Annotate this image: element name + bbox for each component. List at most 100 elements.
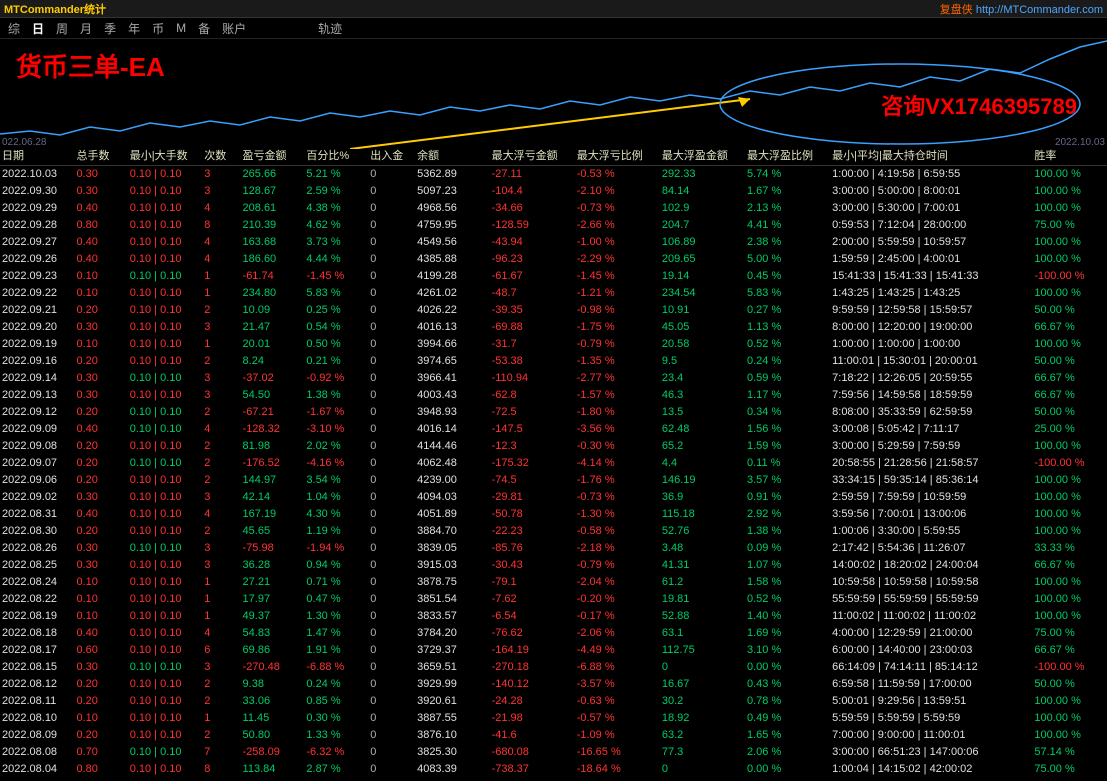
cell: 100.00 % — [1032, 234, 1107, 251]
cell: 75.00 % — [1032, 217, 1107, 234]
cell: -1.45 % — [304, 268, 368, 285]
table-row[interactable]: 2022.09.280.800.10 | 0.108210.394.62 %04… — [0, 217, 1107, 234]
table-row[interactable]: 2022.08.120.200.10 | 0.1029.380.24 %0392… — [0, 676, 1107, 693]
cell: 1.69 % — [745, 625, 830, 642]
cell: 1.38 % — [304, 387, 368, 404]
cell: 0.10 | 0.10 — [128, 183, 203, 200]
column-header[interactable]: 最大浮亏金额 — [490, 148, 575, 166]
column-header[interactable]: 盈亏金额 — [241, 148, 305, 166]
table-row[interactable]: 2022.09.130.300.10 | 0.10354.501.38 %040… — [0, 387, 1107, 404]
cell: 0 — [368, 387, 415, 404]
table-row[interactable]: 2022.09.270.400.10 | 0.104163.683.73 %04… — [0, 234, 1107, 251]
cell: 0.20 — [75, 727, 128, 744]
cell: 4.41 % — [745, 217, 830, 234]
cell: 167.19 — [241, 506, 305, 523]
menu-item[interactable]: 日 — [32, 20, 44, 37]
table-row[interactable]: 2022.09.080.200.10 | 0.10281.982.02 %041… — [0, 438, 1107, 455]
cell: 0.80 — [75, 761, 128, 778]
column-header[interactable]: 出入金 — [368, 148, 415, 166]
table-row[interactable]: 2022.08.180.400.10 | 0.10454.831.47 %037… — [0, 625, 1107, 642]
cell: 100.00 % — [1032, 336, 1107, 353]
table-row[interactable]: 2022.08.150.300.10 | 0.103-270.48-6.88 %… — [0, 659, 1107, 676]
cell: 2022.08.18 — [0, 625, 75, 642]
table-row[interactable]: 2022.08.220.100.10 | 0.10117.970.47 %038… — [0, 591, 1107, 608]
table-row[interactable]: 2022.09.290.400.10 | 0.104208.614.38 %04… — [0, 200, 1107, 217]
table-row[interactable]: 2022.08.260.300.10 | 0.103-75.98-1.94 %0… — [0, 540, 1107, 557]
menu-item[interactable]: 备 — [198, 20, 210, 37]
table-row[interactable]: 2022.08.170.600.10 | 0.10669.861.91 %037… — [0, 642, 1107, 659]
cell: 0 — [368, 353, 415, 370]
cell: 1.38 % — [745, 523, 830, 540]
time-filter-menu: 综 日 周 月 季 年 币 M 备 账户 轨迹 — [0, 18, 1107, 38]
cell: -3.57 % — [575, 676, 660, 693]
table-row[interactable]: 2022.09.260.400.10 | 0.104186.604.44 %04… — [0, 251, 1107, 268]
column-header[interactable]: 最大浮盈比例 — [745, 148, 830, 166]
column-header[interactable]: 总手数 — [75, 148, 128, 166]
menu-trace[interactable]: 轨迹 — [318, 20, 342, 37]
column-header[interactable]: 胜率 — [1032, 148, 1107, 166]
brand-url[interactable]: http://MTCommander.com — [976, 4, 1103, 16]
table-row[interactable]: 2022.08.040.800.10 | 0.108113.842.87 %04… — [0, 761, 1107, 778]
table-row[interactable]: 2022.08.100.100.10 | 0.10111.450.30 %038… — [0, 710, 1107, 727]
cell: 1.47 % — [304, 625, 368, 642]
cell: 163.68 — [241, 234, 305, 251]
table-row[interactable]: 2022.09.060.200.10 | 0.102144.973.54 %04… — [0, 472, 1107, 489]
table-row[interactable]: 2022.09.200.300.10 | 0.10321.470.54 %040… — [0, 319, 1107, 336]
cell: 4094.03 — [415, 489, 490, 506]
cell: 33.06 — [241, 693, 305, 710]
table-row[interactable]: 2022.09.090.400.10 | 0.104-128.32-3.10 %… — [0, 421, 1107, 438]
cell: 0.10 | 0.10 — [128, 166, 203, 184]
cell: 100.00 % — [1032, 200, 1107, 217]
cell: 27.21 — [241, 574, 305, 591]
table-row[interactable]: 2022.09.120.200.10 | 0.102-67.21-1.67 %0… — [0, 404, 1107, 421]
table-row[interactable]: 2022.08.240.100.10 | 0.10127.210.71 %038… — [0, 574, 1107, 591]
menu-item[interactable]: 综 — [8, 20, 20, 37]
table-row[interactable]: 2022.09.140.300.10 | 0.103-37.02-0.92 %0… — [0, 370, 1107, 387]
table-row[interactable]: 2022.09.300.300.10 | 0.103128.672.59 %05… — [0, 183, 1107, 200]
column-header[interactable]: 最小|平均|最大持仓时间 — [830, 148, 1032, 166]
menu-item[interactable]: 月 — [80, 20, 92, 37]
cell: 2022.09.13 — [0, 387, 75, 404]
menu-item[interactable]: 周 — [56, 20, 68, 37]
table-row[interactable]: 2022.09.070.200.10 | 0.102-176.52-4.16 %… — [0, 455, 1107, 472]
cell: 0.71 % — [304, 574, 368, 591]
table-row[interactable]: 2022.09.220.100.10 | 0.101234.805.83 %04… — [0, 285, 1107, 302]
cell: 1 — [202, 710, 240, 727]
column-header[interactable]: 最小|大手数 — [128, 148, 203, 166]
table-row[interactable]: 2022.10.030.300.10 | 0.103265.665.21 %05… — [0, 166, 1107, 184]
column-header[interactable]: 最大浮盈金额 — [660, 148, 745, 166]
table-row[interactable]: 2022.09.160.200.10 | 0.1028.240.21 %0397… — [0, 353, 1107, 370]
menu-item[interactable]: M — [176, 21, 186, 35]
table-row[interactable]: 2022.08.310.400.10 | 0.104167.194.30 %04… — [0, 506, 1107, 523]
table-row[interactable]: 2022.09.230.100.10 | 0.101-61.74-1.45 %0… — [0, 268, 1107, 285]
cell: 66.67 % — [1032, 557, 1107, 574]
cell: 0 — [368, 506, 415, 523]
cell: 3:00:00 | 5:30:00 | 7:00:01 — [830, 200, 1032, 217]
cell: 66.67 % — [1032, 319, 1107, 336]
column-header[interactable]: 百分比% — [304, 148, 368, 166]
menu-item[interactable]: 年 — [128, 20, 140, 37]
table-row[interactable]: 2022.08.190.100.10 | 0.10149.371.30 %038… — [0, 608, 1107, 625]
cell: -37.02 — [241, 370, 305, 387]
table-row[interactable]: 2022.08.300.200.10 | 0.10245.651.19 %038… — [0, 523, 1107, 540]
table-row[interactable]: 2022.08.110.200.10 | 0.10233.060.85 %039… — [0, 693, 1107, 710]
cell: 2022.08.25 — [0, 557, 75, 574]
column-header[interactable]: 余额 — [415, 148, 490, 166]
menu-item[interactable]: 季 — [104, 20, 116, 37]
column-header[interactable]: 次数 — [202, 148, 240, 166]
table-row[interactable]: 2022.08.090.200.10 | 0.10250.801.33 %038… — [0, 727, 1107, 744]
cell: 0.10 | 0.10 — [128, 421, 203, 438]
table-row[interactable]: 2022.09.210.200.10 | 0.10210.090.25 %040… — [0, 302, 1107, 319]
table-row[interactable]: 2022.08.080.700.10 | 0.107-258.09-6.32 %… — [0, 744, 1107, 761]
menu-item[interactable]: 账户 — [222, 20, 246, 37]
cell: 4.30 % — [304, 506, 368, 523]
table-row[interactable]: 2022.08.250.300.10 | 0.10336.280.94 %039… — [0, 557, 1107, 574]
menu-item[interactable]: 币 — [152, 20, 164, 37]
table-row[interactable]: 2022.09.190.100.10 | 0.10120.010.50 %039… — [0, 336, 1107, 353]
cell: 0.21 % — [304, 353, 368, 370]
column-header[interactable]: 最大浮亏比例 — [575, 148, 660, 166]
column-header[interactable]: 日期 — [0, 148, 75, 166]
table-row[interactable]: 2022.09.020.300.10 | 0.10342.141.04 %040… — [0, 489, 1107, 506]
cell: -0.98 % — [575, 302, 660, 319]
cell: 2022.08.17 — [0, 642, 75, 659]
